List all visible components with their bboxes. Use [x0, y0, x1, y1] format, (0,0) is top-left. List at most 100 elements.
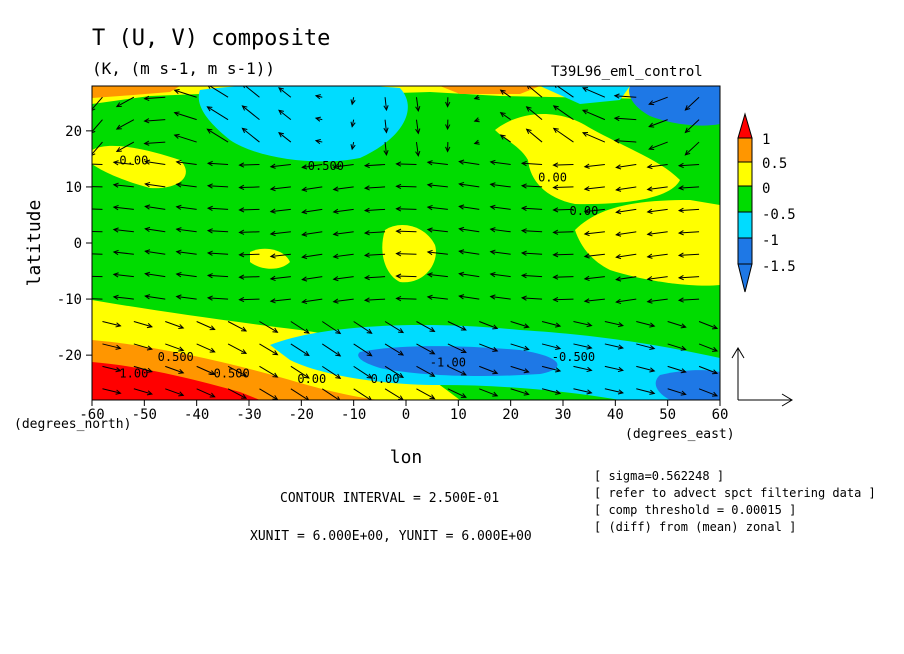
wind-vector	[479, 343, 498, 352]
colorbar-label: 1	[762, 132, 770, 148]
wind-vector	[427, 251, 448, 255]
wind-vector	[679, 208, 700, 212]
wind-vector	[165, 343, 184, 351]
wind-vector	[553, 105, 574, 121]
wind-vector-head	[473, 117, 480, 123]
wind-vector-head	[426, 160, 433, 166]
wind-vector-head	[583, 163, 590, 169]
wind-vector-head	[269, 208, 276, 214]
wind-vector	[526, 106, 543, 121]
wind-vector-head	[112, 249, 119, 256]
wind-vector-head	[395, 206, 402, 212]
wind-vector-head	[525, 106, 532, 112]
wind-vector-head	[684, 105, 691, 111]
wind-vector-head	[648, 145, 655, 151]
wind-vector-head	[143, 118, 150, 124]
wind-vector	[270, 253, 291, 257]
wind-vector	[573, 388, 592, 394]
contour-label: 0.500	[158, 350, 194, 364]
wind-vector	[365, 186, 386, 189]
band-bottom-red	[92, 362, 260, 400]
wind-vector-head	[335, 396, 341, 400]
wind-vector	[647, 253, 668, 258]
wind-vector	[541, 388, 561, 394]
wind-vector	[270, 164, 291, 168]
wind-vector-head	[332, 276, 339, 282]
wind-vector-head	[303, 328, 310, 334]
wind-vector-head	[489, 159, 496, 166]
wind-vector	[384, 119, 387, 133]
wind-vector	[145, 273, 166, 278]
wind-vector-head	[458, 181, 465, 188]
x-tick-label: -40	[184, 407, 209, 423]
wind-vector	[113, 229, 134, 233]
wind-vector-head	[615, 231, 622, 237]
wind-vector-head	[241, 393, 248, 399]
wind-vector	[553, 208, 574, 211]
wind-vector	[176, 183, 197, 188]
wind-vector	[302, 276, 323, 281]
wind-vector-head	[492, 369, 499, 375]
wind-vector	[427, 229, 448, 233]
colorbar-box	[737, 161, 753, 187]
wind-vector-head	[646, 298, 653, 304]
wind-vector	[427, 184, 448, 188]
wind-vector	[165, 321, 184, 329]
wind-vector-head	[646, 208, 653, 215]
wind-vector	[685, 141, 700, 156]
wind-vector-head	[615, 276, 622, 282]
wind-vector-head	[613, 93, 620, 99]
wind-vector-head	[350, 121, 356, 128]
wind-vector	[614, 140, 637, 143]
wind-vector-head	[523, 323, 530, 329]
colorbar-cap-bottom	[737, 263, 753, 293]
wind-vector	[333, 253, 354, 258]
wind-vector	[353, 321, 372, 334]
wind-vector	[196, 343, 215, 353]
wind-vector	[647, 231, 668, 235]
wind-vector-head	[523, 390, 530, 396]
wind-vector-head	[209, 325, 216, 331]
x-tick-label: 60	[712, 407, 729, 423]
wind-vector	[196, 321, 215, 330]
wind-vector-head	[112, 294, 119, 300]
x-tick-label: 20	[502, 407, 519, 423]
wind-vector	[573, 343, 592, 349]
wind-vector	[584, 208, 605, 213]
colorbar-label: -1	[762, 233, 779, 249]
y-tick-label: -10	[57, 292, 82, 308]
wind-vector-head	[115, 124, 122, 130]
wind-vector	[679, 186, 700, 189]
wind-vector	[582, 109, 606, 121]
patch-bottom-blue	[358, 346, 558, 376]
wind-vector	[270, 298, 291, 302]
x-tick-label: -20	[289, 407, 314, 423]
info-line: [ comp threshold = 0.00015 ]	[594, 503, 796, 517]
wind-vector-head	[238, 296, 245, 303]
y-axis-title: latitude	[24, 200, 45, 287]
patch-top-right-blue	[629, 86, 720, 126]
wind-vector	[208, 162, 229, 165]
wind-vector-head	[426, 182, 433, 188]
wind-vector-head	[243, 86, 246, 89]
wind-vector-head	[303, 373, 310, 379]
wind-vector-head	[677, 274, 684, 281]
wind-vector-head	[363, 230, 370, 236]
wind-vector-head	[648, 122, 655, 128]
wind-vector	[165, 365, 184, 374]
wind-vector	[144, 96, 166, 100]
wind-vector-head	[581, 87, 589, 92]
wind-vector	[459, 183, 480, 188]
wind-vector-head	[383, 149, 389, 157]
colorbar-box	[737, 185, 753, 213]
wind-vector	[573, 365, 592, 371]
wind-vector-head	[615, 298, 622, 305]
wind-vector	[616, 164, 637, 168]
wind-vector-head	[613, 115, 620, 122]
wind-vector	[614, 117, 637, 121]
wind-vector-head	[363, 185, 370, 191]
x-tick-label: -60	[79, 407, 104, 423]
x-tick-label: -50	[132, 407, 157, 423]
wind-vector	[459, 205, 480, 210]
